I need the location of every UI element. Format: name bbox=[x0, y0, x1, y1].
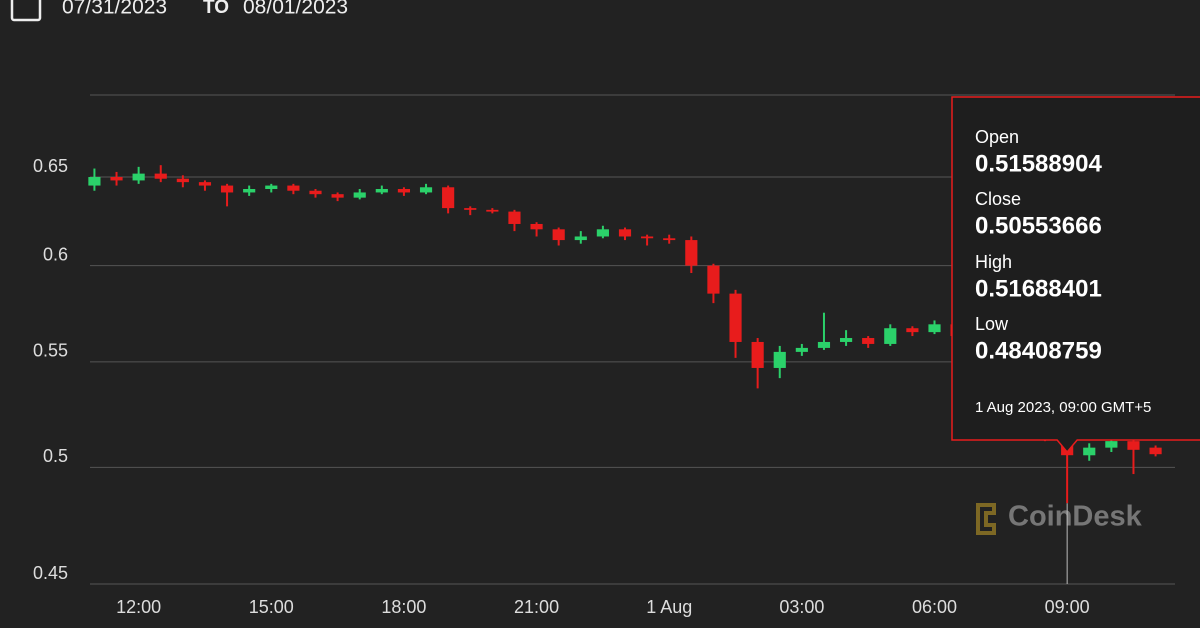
y-tick-label: 0.6 bbox=[43, 244, 68, 264]
candle-body bbox=[508, 211, 521, 224]
candle-body bbox=[795, 347, 808, 352]
tooltip-label: Close bbox=[975, 189, 1021, 209]
watermark: CoinDesk bbox=[1008, 501, 1143, 533]
x-tick-label: 18:00 bbox=[381, 597, 426, 617]
tooltip-value: 0.51688401 bbox=[975, 275, 1102, 302]
candle-body bbox=[397, 189, 411, 193]
candle-body bbox=[884, 328, 897, 344]
watermark-group: CoinDesk bbox=[976, 501, 1143, 535]
candle-body bbox=[353, 192, 366, 198]
y-tick-label: 0.65 bbox=[33, 156, 68, 176]
candle-body bbox=[176, 178, 189, 183]
candle-body bbox=[464, 208, 477, 210]
candle-body bbox=[596, 229, 609, 237]
candle-body bbox=[906, 328, 919, 333]
candle-body bbox=[618, 229, 632, 237]
y-tick-label: 0.45 bbox=[33, 563, 68, 583]
tooltip-box bbox=[951, 96, 1200, 454]
x-tick-label: 09:00 bbox=[1045, 597, 1090, 617]
candle-body bbox=[309, 190, 322, 195]
candle-body bbox=[552, 229, 565, 241]
x-tick-label: 1 Aug bbox=[646, 597, 692, 617]
candle-body bbox=[928, 324, 941, 333]
checkbox[interactable] bbox=[10, 0, 42, 22]
candle-body bbox=[530, 223, 543, 230]
candle-body bbox=[729, 293, 742, 342]
watermark-logo bbox=[976, 503, 996, 535]
y-tick-label: 0.5 bbox=[43, 446, 68, 466]
date-from: 07/31/2023 bbox=[62, 0, 167, 19]
tooltip: Open 0.51588904 Close 0.50553666 High 0.51688… bbox=[951, 96, 1200, 454]
candle-body bbox=[154, 173, 167, 179]
tooltip-label: High bbox=[975, 252, 1012, 272]
date-to: 08/01/2023 bbox=[243, 0, 348, 19]
candle-body bbox=[862, 338, 875, 344]
y-tick-label: 0.55 bbox=[33, 341, 68, 361]
candle-body bbox=[1127, 441, 1140, 450]
candle-body bbox=[751, 341, 764, 368]
candle-body bbox=[817, 341, 831, 348]
candle-body bbox=[375, 189, 388, 193]
x-tick-label: 21:00 bbox=[514, 597, 559, 617]
candle-body bbox=[574, 236, 587, 241]
tooltip-date: 1 Aug 2023, 09:00 GMT+5 bbox=[975, 399, 1151, 416]
candle-body bbox=[132, 173, 145, 181]
candle-body bbox=[685, 240, 698, 266]
candle-body bbox=[773, 351, 786, 368]
candle-body bbox=[198, 182, 212, 186]
tooltip-label: Low bbox=[975, 314, 1009, 334]
candle-body bbox=[220, 185, 234, 193]
candle-body bbox=[331, 194, 344, 198]
x-tick-label: 06:00 bbox=[912, 597, 957, 617]
candle-body bbox=[442, 187, 455, 209]
candle-body bbox=[88, 177, 101, 186]
candle-body bbox=[1083, 447, 1096, 456]
date-separator: TO bbox=[203, 0, 229, 18]
candle-body bbox=[1149, 447, 1162, 455]
candle-body bbox=[486, 209, 499, 212]
candle-body bbox=[1105, 441, 1118, 448]
tooltip-value: 0.51588904 bbox=[975, 150, 1102, 177]
candle-body bbox=[663, 238, 676, 241]
candle-body bbox=[110, 177, 123, 181]
x-tick-label: 15:00 bbox=[249, 597, 294, 617]
tooltip-value: 0.50553666 bbox=[975, 212, 1102, 239]
x-tick-label: 03:00 bbox=[779, 597, 824, 617]
candle-body bbox=[265, 185, 278, 190]
tooltip-value: 0.48408759 bbox=[975, 337, 1102, 364]
candle-body bbox=[707, 265, 720, 294]
candle-body bbox=[839, 338, 853, 342]
candle-body bbox=[641, 236, 654, 239]
candle-body bbox=[419, 187, 433, 193]
tooltip-label: Open bbox=[975, 127, 1019, 147]
candle-body bbox=[243, 189, 256, 193]
x-tick-label: 12:00 bbox=[116, 597, 161, 617]
candle-body bbox=[287, 185, 300, 191]
